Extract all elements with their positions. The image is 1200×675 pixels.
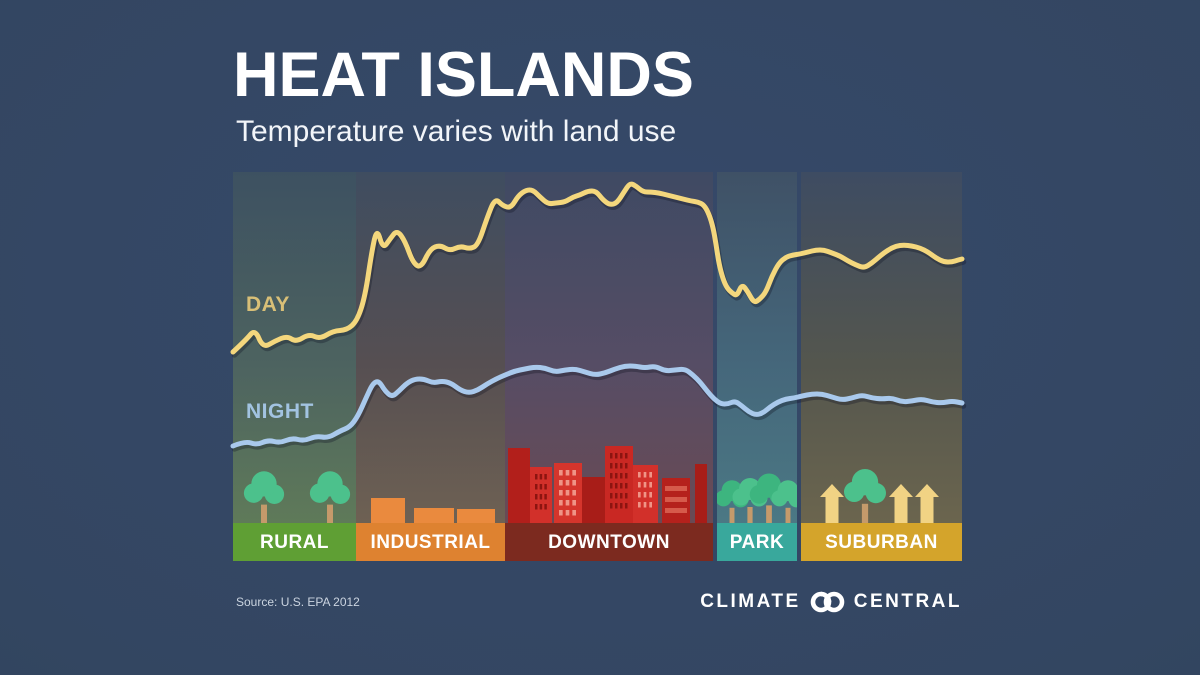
zone-band-suburban: SUBURBAN — [801, 172, 962, 561]
zone-label: SUBURBAN — [825, 532, 938, 553]
source-credit: Source: U.S. EPA 2012 — [236, 595, 360, 609]
day-label: DAY — [246, 293, 290, 316]
zone-label-strip: RURAL — [233, 523, 356, 561]
zone-label-strip: DOWNTOWN — [505, 523, 713, 561]
zone-label: RURAL — [260, 532, 329, 553]
zone-band-park: PARK — [717, 172, 797, 561]
zone-band-downtown: DOWNTOWN — [505, 172, 713, 561]
zone-illustration-tree-cluster — [717, 473, 797, 523]
heat-island-chart: RURAL INDUSTRIAL DOWNTOWN PARK SUBURBAN DA… — [230, 172, 967, 561]
interlocking-rings-icon — [810, 591, 845, 613]
zone-label-strip: INDUSTRIAL — [356, 523, 505, 561]
zone-illustration-factories — [371, 498, 495, 523]
zone-label: PARK — [729, 532, 785, 553]
zone-illustration-skyline — [508, 446, 707, 523]
zone-label: INDUSTRIAL — [370, 532, 491, 553]
logo-word-climate: CLIMATE — [700, 591, 801, 612]
page-title: HEAT ISLANDS — [233, 40, 694, 110]
night-label: NIGHT — [246, 400, 314, 423]
zone-band-industrial: INDUSTRIAL — [356, 172, 505, 561]
page-subtitle: Temperature varies with land use — [236, 115, 677, 148]
zone-label-strip: PARK — [717, 523, 797, 561]
zone-illustration-trees — [243, 471, 351, 523]
zone-label: DOWNTOWN — [548, 532, 670, 553]
zone-band-rural: RURAL — [233, 172, 356, 561]
zone-illustration-houses — [820, 469, 939, 523]
zone-label-strip: SUBURBAN — [801, 523, 962, 561]
climate-central-logo: CLIMATE CENTRAL — [700, 589, 962, 615]
logo-word-central: CENTRAL — [853, 591, 962, 612]
